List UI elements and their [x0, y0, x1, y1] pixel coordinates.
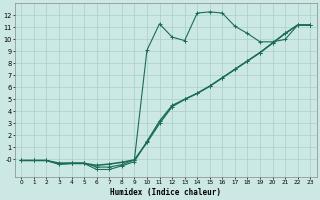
X-axis label: Humidex (Indice chaleur): Humidex (Indice chaleur) — [110, 188, 221, 197]
